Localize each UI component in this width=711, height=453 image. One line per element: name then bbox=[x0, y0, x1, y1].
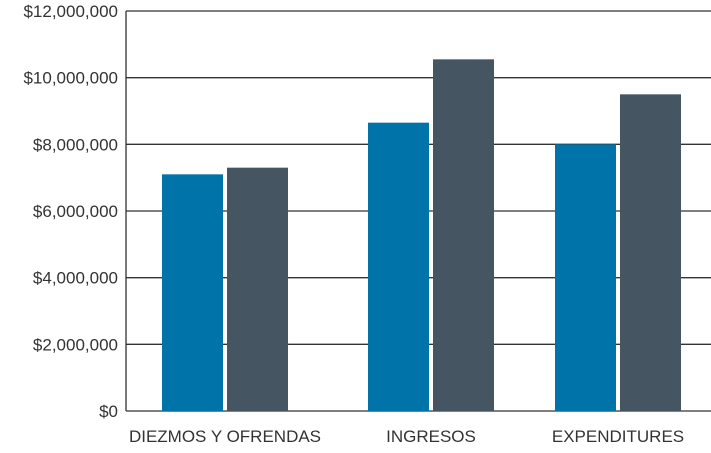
x-axis-category-labels: DIEZMOS Y OFRENDAS INGRESOS EXPENDITURES bbox=[129, 427, 684, 446]
y-tick-label: $2,000,000 bbox=[33, 335, 118, 354]
y-tick-label: $4,000,000 bbox=[33, 269, 118, 288]
y-tick-label: $10,000,000 bbox=[23, 69, 118, 88]
bars bbox=[162, 59, 681, 412]
bar bbox=[620, 94, 681, 411]
bar bbox=[227, 167, 288, 411]
bar bbox=[368, 122, 429, 412]
x-tick-label: INGRESOS bbox=[386, 427, 476, 446]
y-tick-label: $12,000,000 bbox=[23, 2, 118, 21]
y-tick-label: $0 bbox=[99, 402, 118, 421]
bar bbox=[162, 174, 223, 411]
y-tick-label: $8,000,000 bbox=[33, 135, 118, 154]
y-tick-label: $6,000,000 bbox=[33, 202, 118, 221]
bar bbox=[433, 59, 494, 411]
x-tick-label: DIEZMOS Y OFRENDAS bbox=[129, 427, 321, 446]
bar bbox=[555, 144, 616, 412]
y-axis-tick-labels: $0 $2,000,000 $4,000,000 $6,000,000 $8,000,0… bbox=[23, 2, 118, 421]
x-tick-label: EXPENDITURES bbox=[552, 427, 684, 446]
